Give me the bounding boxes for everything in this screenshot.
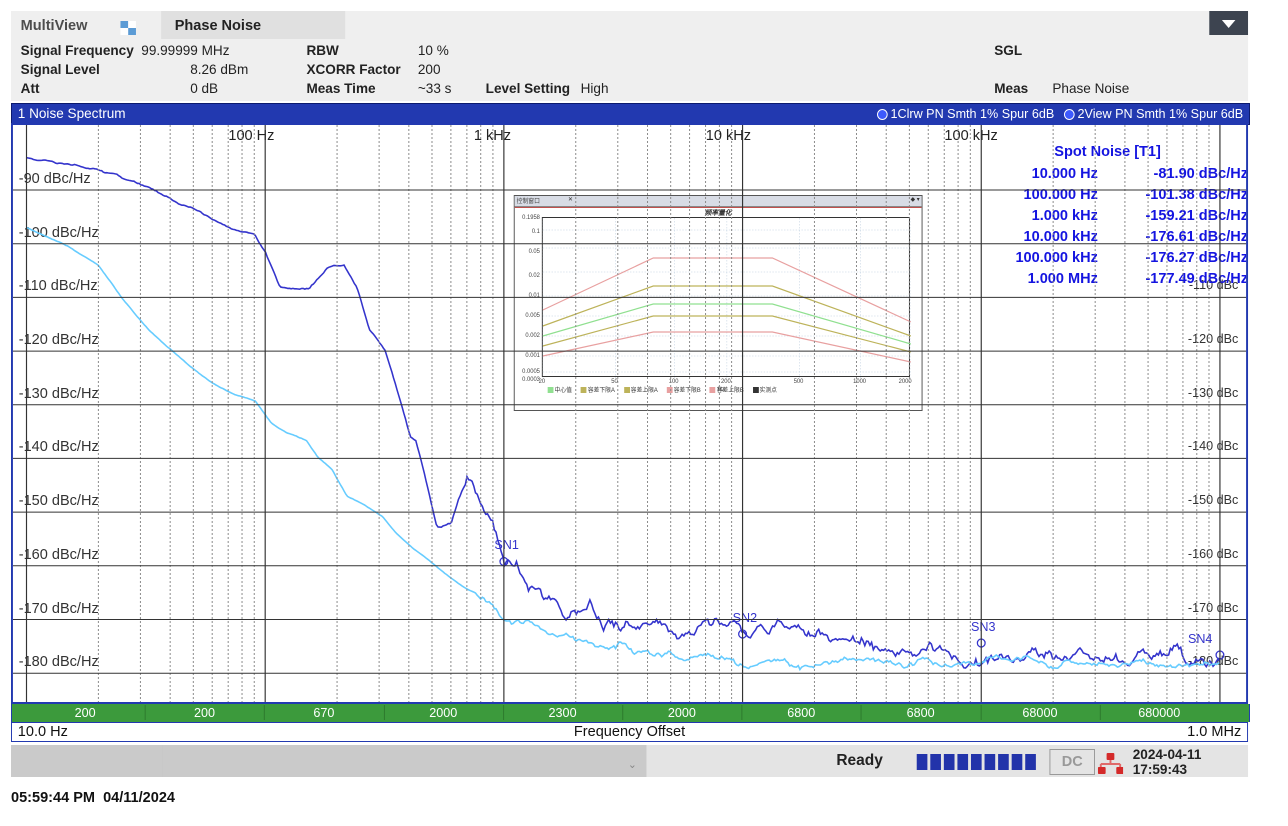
svg-text:SN1: SN1 — [494, 537, 518, 552]
svg-text:SN2: SN2 — [733, 610, 757, 625]
svg-text:SN3: SN3 — [971, 619, 995, 634]
